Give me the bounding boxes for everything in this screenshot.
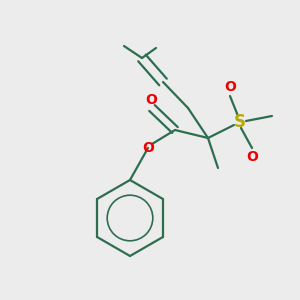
Text: O: O: [246, 150, 258, 164]
Text: S: S: [234, 113, 246, 131]
Text: O: O: [145, 93, 157, 107]
Text: O: O: [142, 141, 154, 155]
Text: O: O: [224, 80, 236, 94]
